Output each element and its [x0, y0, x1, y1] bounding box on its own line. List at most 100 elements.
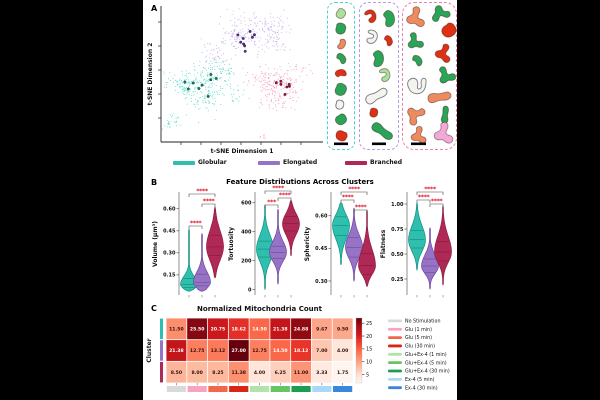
condition-color-bar: [270, 386, 290, 392]
svg-text:27.00: 27.00: [231, 348, 246, 354]
mitochondria-shape: [441, 22, 457, 38]
svg-text:4.00: 4.00: [254, 370, 265, 376]
significance-stars: ****: [190, 219, 203, 227]
condition-swatch: [388, 336, 402, 339]
panel-b-label: B: [151, 178, 158, 187]
heatmap-cell: [249, 361, 270, 383]
heatmap-cell: [291, 340, 312, 361]
mitochondria-shape: [440, 105, 449, 124]
heatmap-cell: [332, 318, 353, 340]
heatmap-cell: [228, 318, 249, 340]
heatmap-cell: [311, 361, 332, 383]
legend-entry-globular: Globular: [173, 159, 227, 166]
condition-swatch: [388, 327, 402, 331]
elongated-swatch: [258, 160, 280, 165]
mitochondria-shape: [335, 8, 347, 19]
heatmap-cell: [311, 340, 332, 361]
condition-color-bar: [187, 386, 207, 392]
svg-text:4.00: 4.00: [337, 348, 348, 354]
mitochondria-shape: [410, 125, 427, 144]
svg-text:15: 15: [366, 347, 372, 353]
heatmap-cells: 11.50 25.50 20.75 18.62 14.50 21.38 24.88 9.67 9…: [166, 318, 353, 383]
svg-text:11.38: 11.38: [231, 370, 246, 376]
condition-color-bar: [166, 386, 186, 392]
panel-a: A t-SNE Dimension 1 t-SNE Dimension 2 Glo…: [143, 0, 457, 172]
condition-label: Glu+Ex-4 (1 min): [405, 352, 447, 358]
legend-entry-elongated: Elongated: [258, 159, 317, 166]
condition-color-bar: [312, 386, 332, 392]
svg-text:9.67: 9.67: [316, 327, 327, 333]
violin-globular: [332, 202, 350, 266]
svg-text:Cluster: Cluster: [146, 338, 153, 362]
mitochondria-shape: [335, 99, 345, 110]
condition-swatch: [388, 377, 402, 381]
svg-text:10: 10: [366, 360, 372, 366]
branched-shapes: [406, 5, 457, 146]
svg-text:8.25: 8.25: [212, 370, 223, 376]
heatmap-cell: [332, 340, 353, 361]
cluster-legend: Globular Elongated Branched: [143, 159, 457, 171]
heatmap-cell: [207, 340, 228, 361]
svg-text:12.75: 12.75: [252, 348, 267, 354]
svg-text:11.50: 11.50: [169, 327, 184, 333]
svg-text:25: 25: [366, 321, 372, 327]
svg-text:400: 400: [241, 229, 252, 235]
mitochondria-shape: [434, 43, 451, 63]
svg-text:11.00: 11.00: [294, 370, 309, 376]
heatmap-cell: [332, 361, 353, 383]
heatmap-cell: [291, 318, 312, 340]
condition-color-bar: [208, 386, 228, 392]
violin-globular: [180, 228, 198, 292]
svg-text:18.12: 18.12: [294, 348, 309, 354]
mitochondria-shape: [406, 6, 425, 28]
svg-text:3.33: 3.33: [316, 370, 327, 376]
row-color-bar: [160, 318, 163, 340]
svg-text:Volume (μm³): Volume (μm³): [152, 221, 159, 267]
condition-label: Glu (30 min): [405, 344, 435, 350]
svg-text:9.50: 9.50: [337, 327, 348, 333]
condition-label: Glu (1 min): [405, 327, 432, 333]
legend-entry-branched: Branched: [345, 159, 402, 166]
tsne-highlights-branched: [274, 79, 291, 96]
mitochondria-shape: [431, 5, 451, 22]
violin-elongated: [269, 208, 287, 285]
mitochondria-shape: [334, 69, 347, 78]
heatmap-cell: [249, 340, 270, 361]
svg-text:14.50: 14.50: [273, 348, 288, 354]
heatmap-cell: [228, 340, 249, 361]
branched-shape-box: [402, 2, 457, 150]
violin-subplot-0: 0.15 0.30 0.45 0.60 Volume (μm³) **** **** ****: [152, 187, 224, 298]
violin-branched: [434, 205, 452, 286]
svg-text:8.00: 8.00: [191, 370, 202, 376]
significance-stars: ****: [272, 184, 285, 192]
heatmap-cell: [187, 318, 208, 340]
svg-text:18.62: 18.62: [231, 327, 246, 333]
mitochondria-shape: [412, 54, 423, 67]
elongated-shapes: [364, 9, 396, 146]
svg-text:t-SNE Dimension 1: t-SNE Dimension 1: [211, 148, 274, 155]
heatmap-cell: [228, 361, 249, 383]
tsne-points-elongated: [198, 8, 292, 73]
svg-text:1.75: 1.75: [337, 370, 348, 376]
heatmap-cell: [187, 340, 208, 361]
svg-text:0: 0: [248, 287, 252, 293]
mitochondria-shape: [384, 35, 393, 47]
scale-bar: [334, 142, 348, 146]
panel-b-title: Feature Distributions Across Clusters: [226, 178, 374, 186]
svg-text:0.45: 0.45: [163, 229, 176, 235]
elongated-shape-box: [359, 2, 399, 150]
svg-text:20.75: 20.75: [211, 327, 226, 333]
condition-swatch: [388, 344, 402, 348]
panel-b: B Feature Distributions Across Clusters …: [143, 176, 457, 302]
globular-shapes: [334, 8, 348, 146]
svg-text:0.60: 0.60: [163, 207, 176, 213]
condition-legend: No Stimulation Glu (1 min) Glu (5 min) Glu …: [388, 319, 450, 391]
condition-color-bar: [229, 386, 249, 392]
mitochondria-shape: [427, 91, 452, 104]
heatmap-cell: [291, 361, 312, 383]
condition-label: Glu (5 min): [405, 335, 432, 341]
condition-color-bar: [291, 386, 311, 392]
condition-swatch: [388, 369, 402, 373]
